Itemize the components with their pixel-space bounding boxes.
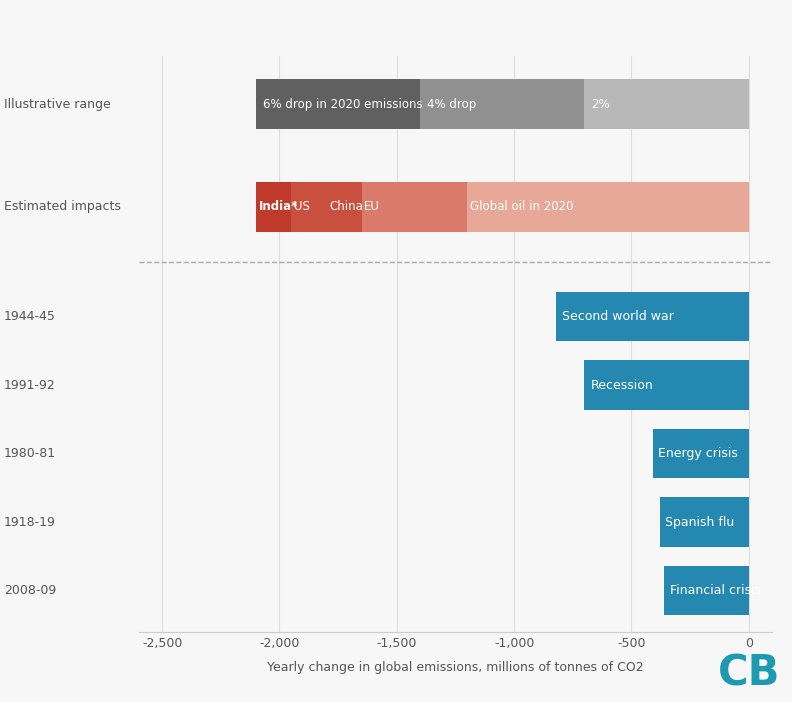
Text: 4% drop: 4% drop [427,98,477,111]
Text: China: China [329,201,363,213]
Bar [421,79,584,128]
Text: India*: India* [259,201,298,213]
Bar [326,183,361,232]
Text: Illustrative range: Illustrative range [4,98,111,111]
Bar [467,183,748,232]
Bar [361,183,467,232]
Bar [660,498,748,547]
Text: Second world war: Second world war [562,310,674,323]
Text: CB: CB [718,653,780,695]
Text: 2%: 2% [592,98,610,111]
Text: Recession: Recession [590,378,653,392]
Text: 1918-19: 1918-19 [4,516,55,529]
Text: Estimated impacts: Estimated impacts [4,201,121,213]
X-axis label: Yearly change in global emissions, millions of tonnes of CO2: Yearly change in global emissions, milli… [267,661,644,674]
Bar [653,429,748,478]
Text: Financial crisis: Financial crisis [670,584,761,597]
Text: Global oil in 2020: Global oil in 2020 [470,201,573,213]
Text: 1980-81: 1980-81 [4,447,56,460]
Text: Energy crisis: Energy crisis [658,447,738,460]
Text: EU: EU [364,201,380,213]
Bar [291,183,326,232]
Text: 1991-92: 1991-92 [4,378,55,392]
Text: 2008-09: 2008-09 [4,584,56,597]
Text: 1944-45: 1944-45 [4,310,55,323]
Bar [584,79,748,128]
Text: US: US [294,201,310,213]
Bar [556,292,748,341]
Bar [256,183,291,232]
Bar [584,360,748,410]
Bar [664,566,748,616]
Bar [256,79,421,128]
Text: 6% drop in 2020 emissions: 6% drop in 2020 emissions [263,98,423,111]
Text: Spanish flu: Spanish flu [665,516,735,529]
